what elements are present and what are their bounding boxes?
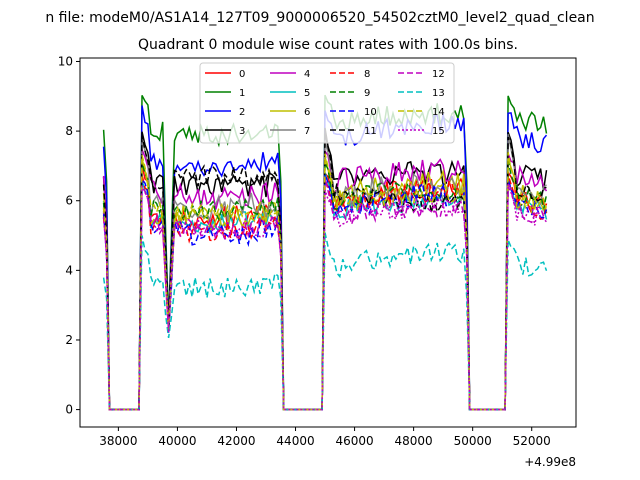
y-axis-ticks: 0 2 4 6 8 10 bbox=[58, 54, 80, 417]
legend-label-10: 10 bbox=[364, 107, 377, 118]
legend-label-14: 14 bbox=[432, 107, 445, 118]
chart-suptitle: n file: modeM0/AS1A14_127T09_9000006520_… bbox=[45, 10, 594, 26]
x-tick-label: 52000 bbox=[513, 434, 551, 448]
x-tick-label: 42000 bbox=[217, 434, 255, 448]
y-tick-label: 2 bbox=[65, 333, 73, 347]
y-tick-label: 8 bbox=[65, 124, 73, 138]
legend-label-3: 3 bbox=[239, 126, 245, 137]
plot-area-frame bbox=[79, 57, 577, 428]
legend-label-8: 8 bbox=[364, 69, 370, 80]
x-tick-label: 46000 bbox=[335, 434, 373, 448]
x-offset-label: +4.99e8 bbox=[524, 455, 576, 469]
x-tick-label: 40000 bbox=[158, 434, 196, 448]
x-axis-ticks: 38000 40000 42000 44000 46000 48000 50000 52000 bbox=[99, 427, 551, 448]
legend-label-12: 12 bbox=[432, 69, 445, 80]
legend-label-7: 7 bbox=[304, 126, 310, 137]
y-tick-label: 0 bbox=[65, 403, 73, 417]
y-tick-label: 10 bbox=[58, 54, 73, 68]
legend-label-13: 13 bbox=[432, 88, 445, 99]
legend-label-6: 6 bbox=[304, 107, 310, 118]
legend-label-11: 11 bbox=[364, 126, 377, 137]
x-tick-label: 44000 bbox=[276, 434, 314, 448]
series-line-14 bbox=[102, 152, 548, 411]
chart-title: Quadrant 0 module wise count rates with … bbox=[138, 37, 518, 53]
x-tick-label: 48000 bbox=[395, 434, 433, 448]
y-tick-label: 6 bbox=[65, 194, 73, 208]
series-line-15 bbox=[102, 185, 548, 411]
legend-label-4: 4 bbox=[304, 69, 310, 80]
legend-label-2: 2 bbox=[239, 107, 245, 118]
legend-label-15: 15 bbox=[432, 126, 445, 137]
legend-label-5: 5 bbox=[304, 88, 310, 99]
y-tick-label: 4 bbox=[65, 263, 73, 277]
x-tick-label: 50000 bbox=[454, 434, 492, 448]
x-tick-label: 38000 bbox=[99, 434, 137, 448]
legend-label-1: 1 bbox=[239, 88, 245, 99]
legend-label-0: 0 bbox=[239, 69, 245, 80]
legend-frame bbox=[199, 62, 455, 144]
legend-label-9: 9 bbox=[364, 88, 370, 99]
